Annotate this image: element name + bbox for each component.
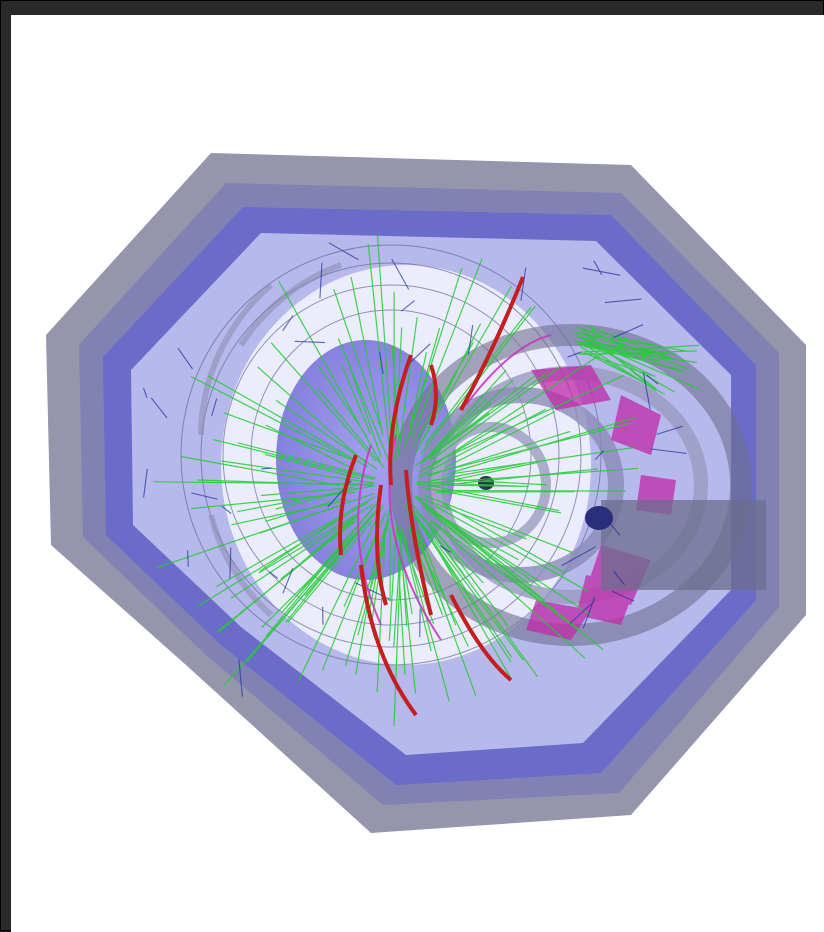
detector-render [11, 15, 824, 932]
beam-pipe-end [585, 506, 613, 530]
green-track [435, 492, 574, 493]
detector-event-display [11, 15, 824, 932]
green-track [437, 491, 626, 492]
blue-track [188, 550, 189, 567]
beam-pipe [601, 500, 766, 590]
